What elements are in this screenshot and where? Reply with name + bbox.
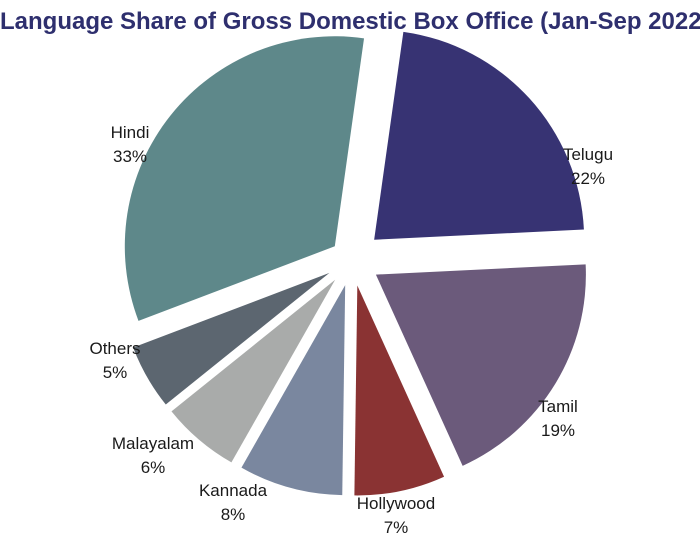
slice-kannada — [241, 285, 346, 496]
slice-label-hollywood: Hollywood 7% — [357, 494, 435, 537]
slice-percent: 6% — [141, 458, 166, 477]
chart-title: Language Share of Gross Domestic Box Off… — [0, 8, 700, 35]
slice-name: Tamil — [538, 397, 578, 416]
pie-labels: Telugu 22% Tamil 19% Hollywood 7% Kannada 8% Mal… — [89, 123, 613, 537]
slice-percent: 19% — [541, 421, 575, 440]
slice-label-malayalam: Malayalam 6% — [112, 434, 194, 477]
slice-name: Hindi — [111, 123, 150, 142]
slice-malayalam — [171, 279, 336, 463]
slice-name: Malayalam — [112, 434, 194, 453]
slice-percent: 22% — [571, 169, 605, 188]
slice-label-kannada: Kannada 8% — [199, 481, 268, 524]
slice-name: Kannada — [199, 481, 268, 500]
slice-percent: 8% — [221, 505, 246, 524]
slice-label-others: Others 5% — [89, 339, 140, 382]
slice-hollywood — [354, 285, 445, 496]
slice-label-hindi: Hindi 33% — [111, 123, 150, 166]
slice-percent: 5% — [103, 363, 128, 382]
slice-percent: 33% — [113, 147, 147, 166]
slice-label-tamil: Tamil 19% — [538, 397, 578, 440]
slice-name: Hollywood — [357, 494, 435, 513]
slice-name: Others — [89, 339, 140, 358]
pie-slices — [124, 31, 586, 496]
slice-others — [133, 272, 330, 405]
slice-telugu — [374, 31, 584, 240]
slice-percent: 7% — [384, 518, 409, 537]
slice-name: Telugu — [563, 145, 613, 164]
slice-label-telugu: Telugu 22% — [563, 145, 613, 188]
slice-tamil — [375, 264, 586, 466]
slice-hindi — [124, 36, 365, 321]
